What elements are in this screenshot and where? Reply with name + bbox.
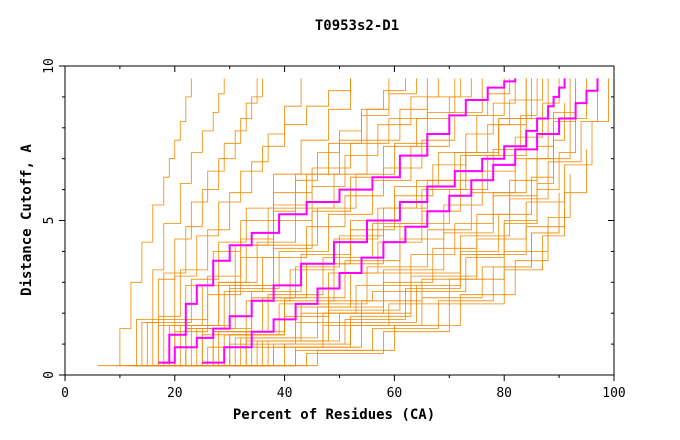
series-line-model-22 <box>229 223 549 367</box>
x-axis-label: Percent of Residues (CA) <box>233 407 435 423</box>
x-tick-label: 100 <box>602 386 625 401</box>
y-tick-label: 0 <box>42 371 57 379</box>
series-line-model-36 <box>196 84 576 367</box>
x-tick-label: 40 <box>277 386 293 401</box>
series-line-model-01 <box>97 78 192 367</box>
series-line-model-21 <box>218 208 565 367</box>
series-layer <box>97 78 609 367</box>
series-line-model-05 <box>136 78 351 367</box>
series-line-model-30 <box>191 78 560 367</box>
x-tick-label: 0 <box>61 386 69 401</box>
chart-title: T0953s2-D1 <box>315 18 399 34</box>
series-line-model-44 <box>158 78 566 364</box>
series-line-model-34 <box>152 78 511 367</box>
series-line-model-26 <box>141 78 417 367</box>
series-line-model-45 <box>202 78 599 364</box>
series-line-model-37 <box>229 118 576 367</box>
axis-ticks: 0 20 40 60 80 100 0 5 10 <box>42 58 626 401</box>
series-line-model-43 <box>163 78 517 364</box>
y-tick-label: 5 <box>42 217 57 225</box>
series-line-model-39 <box>130 78 351 367</box>
y-tick-label: 10 <box>42 58 57 74</box>
series-line-model-27 <box>147 78 439 367</box>
x-tick-label: 80 <box>496 386 512 401</box>
x-tick-label: 20 <box>167 386 183 401</box>
series-line-model-38 <box>202 140 554 367</box>
series-line-model-41 <box>163 78 527 367</box>
x-tick-label: 60 <box>387 386 403 401</box>
series-line-model-40 <box>119 78 263 367</box>
y-axis-label: Distance Cutoff, A <box>19 144 35 296</box>
